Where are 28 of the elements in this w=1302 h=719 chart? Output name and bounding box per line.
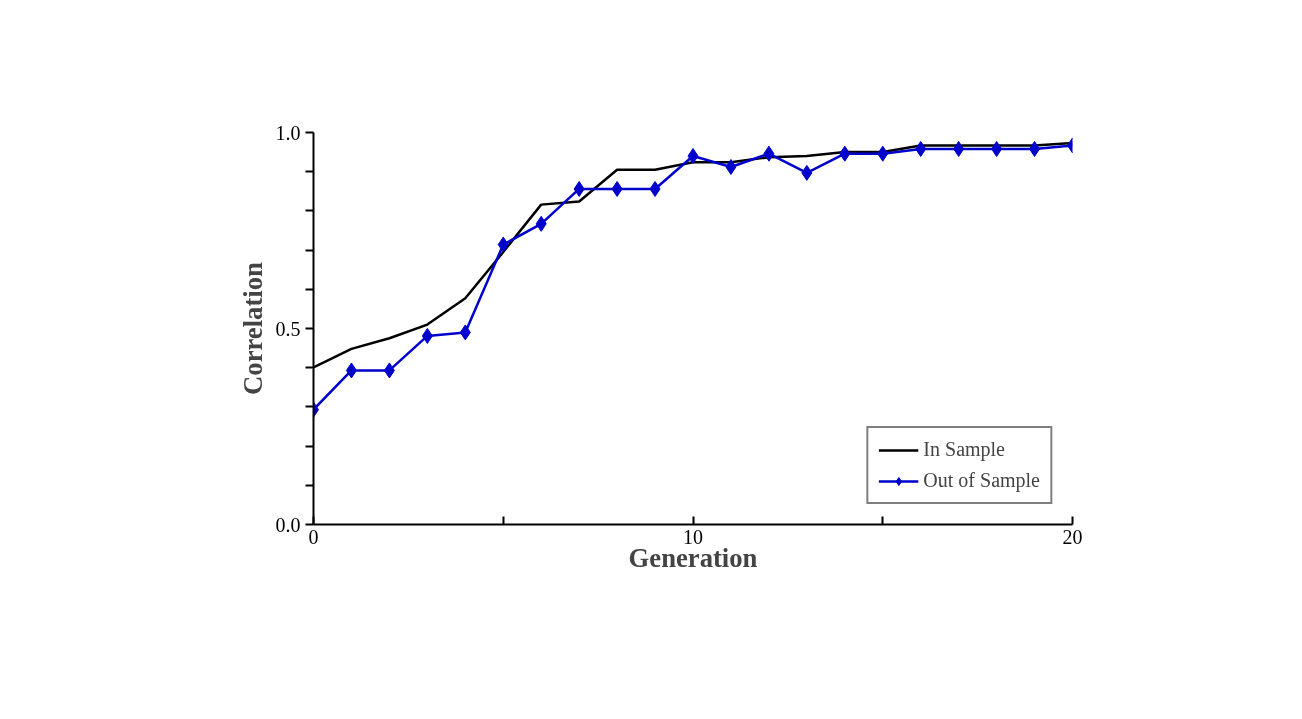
y-axis-title: Correlation [237, 261, 268, 395]
x-tick-label: 10 [683, 525, 703, 548]
point [953, 140, 965, 157]
point [763, 145, 775, 162]
point [345, 362, 357, 379]
legend-label: Out of Sample [923, 469, 1040, 492]
point [839, 145, 851, 162]
x-tick-label: 0 [308, 525, 319, 548]
point [687, 148, 699, 165]
point [649, 180, 661, 197]
point [535, 215, 547, 232]
point [421, 327, 433, 344]
point [459, 324, 471, 341]
y-tick-label: 0.0 [275, 513, 301, 536]
point [383, 362, 395, 379]
point [991, 140, 1003, 157]
point [1029, 140, 1041, 157]
point [877, 145, 889, 162]
y-tick-label: 1.0 [275, 121, 301, 144]
point [573, 180, 585, 197]
point [497, 236, 509, 253]
legend-label: In Sample [923, 438, 1005, 461]
point [611, 180, 623, 197]
point [915, 140, 927, 157]
point [725, 159, 737, 175]
point [801, 164, 813, 181]
x-tick-label: 20 [1062, 525, 1083, 548]
y-tick-label: 0.5 [275, 317, 301, 340]
